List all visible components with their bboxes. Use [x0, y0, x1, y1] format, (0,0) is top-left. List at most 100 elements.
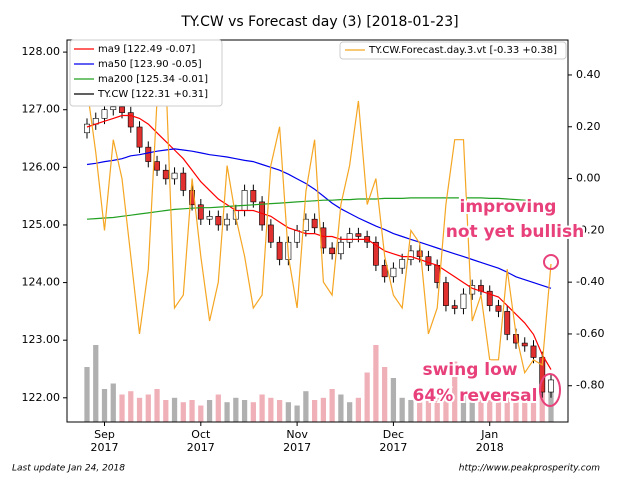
- volume-bar: [469, 402, 475, 422]
- candle-body: [267, 224, 274, 243]
- y-tick-label: 126.00: [22, 160, 61, 173]
- y2-tick-label: -0.40: [576, 275, 604, 288]
- volume-bar: [241, 400, 248, 422]
- volume-bar: [233, 397, 239, 422]
- volume-bar: [355, 397, 362, 422]
- line-series: [86, 148, 552, 289]
- candle-body: [311, 218, 318, 229]
- volume-bar: [294, 405, 300, 422]
- y-tick-label: 123.00: [22, 333, 61, 346]
- candle-body: [548, 379, 554, 393]
- volume-bar: [303, 391, 309, 422]
- candle-body: [530, 345, 537, 358]
- volume-bar: [101, 389, 108, 422]
- volume-bar: [487, 400, 493, 422]
- candle-body: [206, 216, 213, 220]
- candle-body: [180, 172, 187, 191]
- volume-bar: [198, 405, 204, 422]
- legend-box: [69, 39, 223, 107]
- volume-bar: [206, 400, 213, 422]
- annotation: improving: [460, 197, 557, 217]
- volume-bar: [189, 400, 195, 422]
- legend-label: TY.CW.Forecast.day.3.vt [-0.33 +0.38]: [368, 45, 557, 56]
- x-tick-label: Nov 2017: [283, 428, 312, 454]
- volume-bar: [154, 389, 160, 422]
- y-tick-label: 127.00: [22, 103, 61, 116]
- y-tick-label: 125.00: [22, 218, 61, 231]
- x-tick-label: Oct 2017: [186, 428, 215, 454]
- candle-body: [101, 109, 108, 119]
- candle-body: [294, 230, 301, 243]
- chart-title: TY.CW vs Forecast day (3) [2018-01-23]: [180, 14, 458, 30]
- volume-bar: [128, 391, 134, 422]
- candle-body: [399, 259, 406, 269]
- volume-bar: [119, 394, 125, 422]
- volume-bar: [373, 345, 379, 422]
- volume-bar: [329, 389, 335, 422]
- y-tick-label: 128.00: [22, 45, 61, 58]
- candle-body: [381, 264, 388, 278]
- legend-box: [339, 41, 567, 60]
- y-tick-label: 122.00: [22, 391, 61, 404]
- volume-bar: [180, 402, 186, 422]
- volume-bar: [460, 394, 467, 422]
- candle-body: [451, 305, 458, 309]
- candle-body: [460, 293, 467, 309]
- volume-bar: [224, 402, 230, 422]
- volume-bar: [382, 367, 388, 422]
- candle-body: [346, 233, 353, 243]
- volume-bar: [136, 397, 143, 422]
- candle-body: [425, 256, 432, 266]
- highlight-circle: [539, 373, 561, 407]
- volume-bar: [495, 394, 502, 422]
- x-tick-label: Sep 2017: [90, 428, 119, 454]
- candle-body: [486, 290, 493, 306]
- candle-body: [110, 106, 117, 111]
- candle-body: [443, 282, 449, 306]
- legend-label: ma9 [122.49 -0.07]: [98, 44, 195, 55]
- volume-bar: [399, 397, 405, 422]
- candle-body: [171, 172, 178, 180]
- line-series: [86, 114, 552, 370]
- y2-tick-label: 0.00: [576, 172, 601, 185]
- volume-bar: [93, 345, 99, 422]
- volume-bar: [417, 402, 423, 422]
- annotation: not yet bullish: [446, 222, 584, 242]
- line-series: [86, 197, 552, 220]
- candle-body: [276, 241, 283, 260]
- candle-body: [162, 169, 169, 180]
- plot-area: [84, 74, 554, 422]
- footer-right: http://www.peakprosperity.com: [459, 464, 600, 474]
- legend: ma9 [122.49 -0.07] ma50 [123.90 -0.05] ma2…: [69, 39, 567, 107]
- volume-bar: [443, 389, 449, 422]
- volume-bar: [285, 402, 291, 422]
- y-tick-label: 124.00: [22, 276, 61, 289]
- candle-body: [407, 250, 414, 260]
- y2-tick-label: 0.40: [576, 68, 601, 81]
- candle-body: [521, 342, 528, 347]
- candle-body: [241, 190, 248, 211]
- x-tick-label: Dec 2017: [379, 428, 408, 454]
- volume-bar: [259, 394, 265, 422]
- candle-body: [215, 216, 222, 226]
- candle-body: [136, 126, 143, 148]
- volume-bar: [163, 400, 169, 422]
- volume-bar: [408, 400, 414, 422]
- volume-bar: [171, 397, 178, 422]
- candle-body: [329, 247, 336, 255]
- candle-body: [119, 106, 125, 113]
- volume-bar: [84, 367, 90, 422]
- volume-bar: [276, 400, 283, 422]
- candle-body: [416, 250, 423, 257]
- candle-body: [390, 267, 397, 278]
- y2-tick-label: -0.60: [576, 327, 604, 340]
- candle-body: [337, 241, 344, 255]
- legend-label: ma50 [123.90 -0.05]: [98, 59, 202, 70]
- candle-body: [84, 123, 90, 134]
- y2-tick-label: -0.20: [576, 223, 604, 236]
- volume-bar: [110, 383, 116, 422]
- volume-bar: [548, 383, 554, 422]
- candle-body: [539, 357, 546, 393]
